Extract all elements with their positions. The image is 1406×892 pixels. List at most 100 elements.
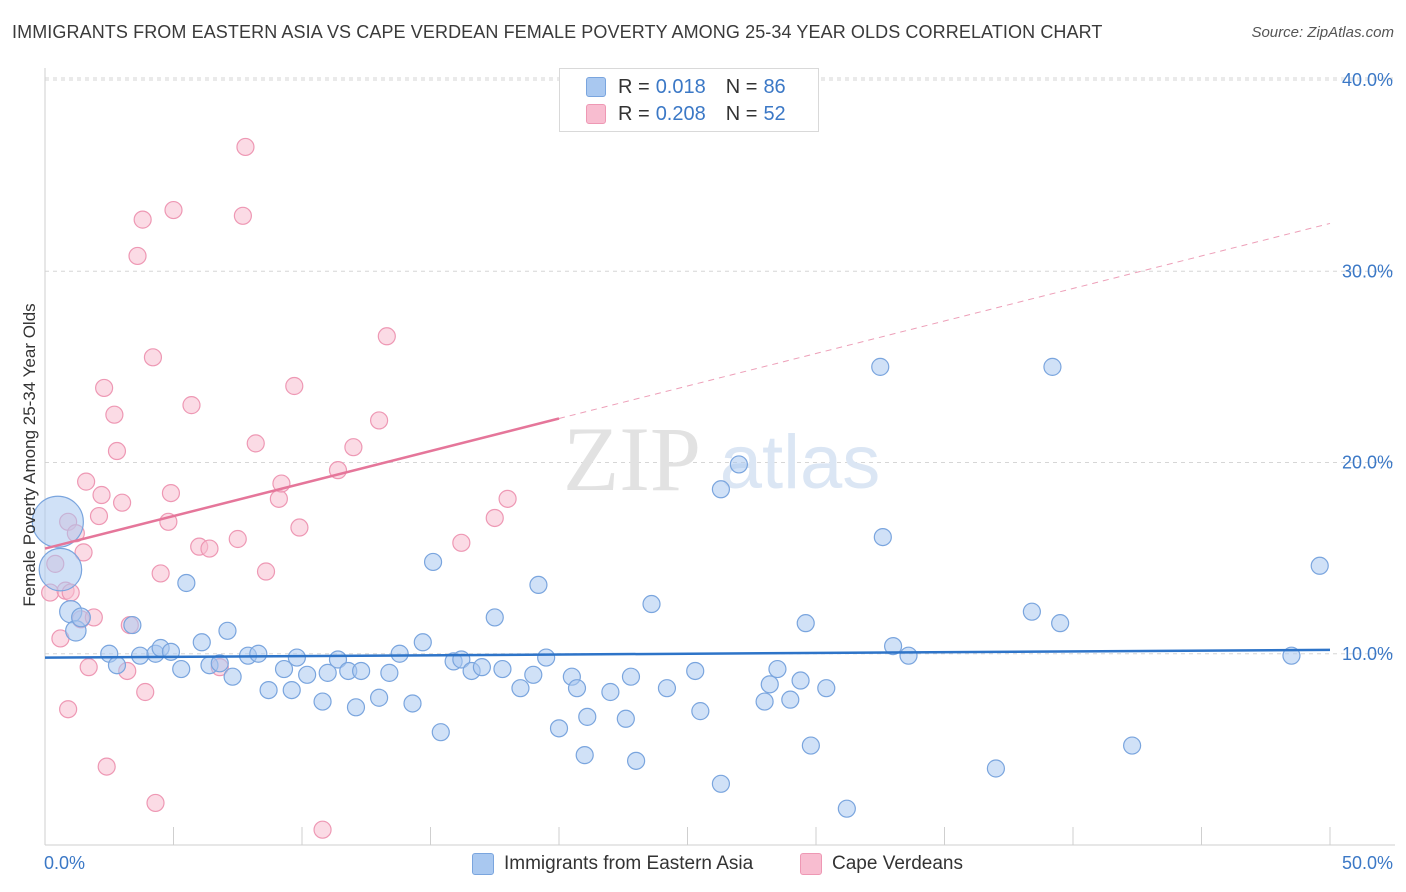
point-cape-verdean <box>236 137 255 157</box>
point-eastern-asia <box>352 661 371 681</box>
point-eastern-asia <box>370 688 389 707</box>
point-eastern-asia <box>210 654 229 673</box>
point-eastern-asia <box>71 607 91 628</box>
point-cape-verdean <box>161 484 181 503</box>
point-eastern-asia <box>524 665 543 684</box>
point-cape-verdean <box>233 206 252 225</box>
point-eastern-asia <box>578 707 597 726</box>
r-label: R = <box>618 102 650 125</box>
point-cape-verdean <box>105 405 124 424</box>
point-eastern-asia <box>282 680 301 700</box>
legend-item-cape-verdeans[interactable]: Cape Verdeans <box>800 853 963 875</box>
point-eastern-asia <box>616 709 635 728</box>
n-value: 52 <box>763 102 786 125</box>
point-cape-verdean <box>112 493 132 512</box>
blue-swatch <box>472 853 494 875</box>
point-cape-verdean <box>377 327 396 346</box>
point-eastern-asia <box>871 357 890 376</box>
point-eastern-asia <box>729 455 749 474</box>
point-eastern-asia <box>837 799 856 818</box>
blue-swatch <box>586 77 606 97</box>
point-cape-verdean <box>92 485 111 505</box>
point-cape-verdean <box>485 508 504 528</box>
trend-line-cape-verdean <box>44 417 560 550</box>
point-cape-verdean <box>269 489 288 508</box>
point-cape-verdean <box>452 533 471 552</box>
point-cape-verdean <box>79 658 98 677</box>
point-eastern-asia <box>817 679 836 698</box>
point-eastern-asia <box>107 656 127 675</box>
point-cape-verdean <box>95 378 114 398</box>
trend-line-extension-cape-verdean <box>558 222 1331 419</box>
r-label: R = <box>618 75 650 98</box>
y-tick-label: 10.0% <box>1342 644 1393 664</box>
point-eastern-asia <box>380 663 399 682</box>
point-eastern-asia <box>567 679 587 698</box>
point-cape-verdean <box>228 529 247 549</box>
point-cape-verdean <box>128 246 147 266</box>
source-label: Source: ZipAtlas.com <box>1251 24 1394 41</box>
point-eastern-asia <box>986 759 1006 778</box>
point-eastern-asia <box>259 680 278 700</box>
point-cape-verdean <box>313 820 332 839</box>
point-eastern-asia <box>223 667 242 686</box>
legend-item-eastern-asia[interactable]: Immigrants from Eastern Asia <box>472 853 753 875</box>
n-label: N = <box>725 102 758 125</box>
point-eastern-asia <box>796 614 815 633</box>
point-cape-verdean <box>290 518 309 537</box>
point-cape-verdean <box>59 700 78 719</box>
y-tick-label: 40.0% <box>1342 70 1393 90</box>
point-eastern-asia <box>768 659 787 679</box>
point-eastern-asia <box>691 702 710 721</box>
point-eastern-asia <box>657 679 677 698</box>
point-cape-verdean <box>146 793 165 813</box>
point-eastern-asia <box>313 692 332 711</box>
pink-swatch <box>800 853 822 875</box>
point-eastern-asia <box>38 547 83 592</box>
point-eastern-asia <box>249 644 268 663</box>
tick-label-layer: 10.0% 20.0% 30.0% 40.0% 0.0% 50.0% <box>44 70 1393 873</box>
x-tick-label-min: 0.0% <box>44 853 85 873</box>
legend-label: Immigrants from Eastern Asia <box>504 853 754 874</box>
point-cape-verdean <box>89 506 109 526</box>
point-eastern-asia <box>485 608 504 627</box>
point-eastern-asia <box>1022 602 1041 621</box>
chart-title: IMMIGRANTS FROM EASTERN ASIA VS CAPE VER… <box>12 22 1103 42</box>
point-eastern-asia <box>472 658 491 677</box>
y-axis-title: Female Poverty Among 25-34 Year Olds <box>20 303 39 607</box>
trend-line-eastern-asia <box>44 648 1331 659</box>
point-cape-verdean <box>143 348 163 367</box>
point-cape-verdean <box>256 562 276 581</box>
point-eastern-asia <box>626 751 646 770</box>
r-value: 0.208 <box>655 102 706 125</box>
point-cape-verdean <box>74 543 93 562</box>
axis-layer <box>44 68 1395 846</box>
point-cape-verdean <box>136 682 155 702</box>
point-eastern-asia <box>1123 736 1142 755</box>
point-eastern-asia <box>711 774 731 793</box>
point-eastern-asia <box>172 659 191 679</box>
y-tick-label: 20.0% <box>1342 453 1393 473</box>
point-cape-verdean <box>246 434 265 453</box>
point-eastern-asia <box>192 633 211 652</box>
point-cape-verdean <box>200 539 219 558</box>
grid-layer <box>45 77 1395 655</box>
series-legend: Immigrants from Eastern Asia Cape Verdea… <box>0 851 1406 879</box>
point-eastern-asia <box>537 648 556 667</box>
point-eastern-asia <box>177 573 196 593</box>
point-eastern-asia <box>318 663 337 682</box>
stats-legend: R = 0.018 N = 86 R = 0.208 N = 52 <box>559 68 819 132</box>
point-eastern-asia <box>218 621 237 640</box>
point-eastern-asia <box>529 575 548 595</box>
point-cape-verdean <box>182 396 201 415</box>
point-eastern-asia <box>511 679 530 698</box>
point-eastern-asia <box>760 675 779 694</box>
n-value: 86 <box>763 75 786 98</box>
n-label: N = <box>725 75 758 98</box>
point-eastern-asia <box>130 646 150 665</box>
point-eastern-asia <box>781 690 800 709</box>
point-eastern-asia <box>642 594 661 614</box>
point-eastern-asia <box>287 648 306 667</box>
y-tick-label: 30.0% <box>1342 261 1393 281</box>
